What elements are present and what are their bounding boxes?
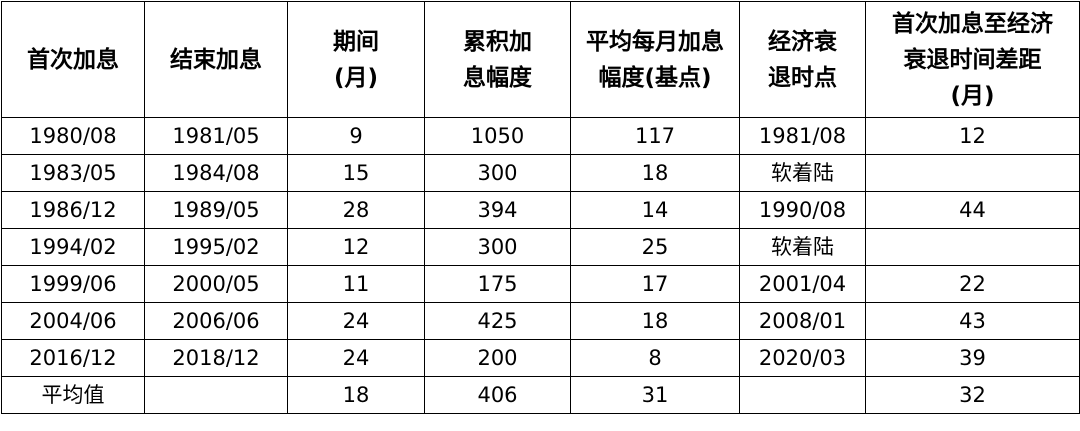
cell-recession-date: 软着陆 [739,228,866,266]
cell-first-hike: 1983/05 [1,154,145,192]
cell-cumulative-hike: 394 [424,191,571,229]
cell-period-months: 9 [287,117,425,155]
cell-end-hike: 1984/08 [144,154,288,192]
cell-end-hike: 2018/12 [144,339,288,377]
cell-recession-date: 2020/03 [739,339,866,377]
table-row: 1994/02 1995/02 12 300 25 软着陆 [1,228,1080,266]
cell-gap-to-recession: 22 [865,265,1080,303]
table-row: 1986/12 1989/05 28 394 14 1990/08 44 [1,191,1080,229]
cell-gap-to-recession: 32 [865,376,1080,414]
average-row: 平均值 18 406 31 32 [1,376,1080,414]
cell-first-hike: 1994/02 [1,228,145,266]
cell-cumulative-hike: 425 [424,302,571,340]
header-row: 首次加息 结束加息 期间 (月) 累积加 息幅度 平均每月加息 幅度(基点) 经… [1,1,1080,118]
cell-recession-date: 2008/01 [739,302,866,340]
cell-period-months: 18 [287,376,425,414]
cell-avg-monthly-hike: 8 [570,339,740,377]
cell-avg-monthly-hike: 25 [570,228,740,266]
cell-avg-monthly-hike: 31 [570,376,740,414]
cell-end-hike: 2006/06 [144,302,288,340]
header-gap-to-recession: 首次加息至经济 衰退时间差距 (月) [865,1,1080,118]
cell-end-hike [144,376,288,414]
rate-hike-table: 首次加息 结束加息 期间 (月) 累积加 息幅度 平均每月加息 幅度(基点) 经… [1,1,1080,414]
cell-avg-monthly-hike: 18 [570,154,740,192]
cell-first-hike: 1980/08 [1,117,145,155]
cell-period-months: 12 [287,228,425,266]
header-first-hike: 首次加息 [1,1,145,118]
header-recession-date: 经济衰 退时点 [739,1,866,118]
cell-first-hike: 1986/12 [1,191,145,229]
cell-gap-to-recession [865,154,1080,192]
table-row: 2004/06 2006/06 24 425 18 2008/01 43 [1,302,1080,340]
table-row: 2016/12 2018/12 24 200 8 2020/03 39 [1,339,1080,377]
header-cumulative-hike: 累积加 息幅度 [424,1,571,118]
cell-first-hike: 2004/06 [1,302,145,340]
cell-first-hike: 2016/12 [1,339,145,377]
cell-cumulative-hike: 406 [424,376,571,414]
cell-avg-monthly-hike: 14 [570,191,740,229]
cell-cumulative-hike: 200 [424,339,571,377]
cell-end-hike: 1995/02 [144,228,288,266]
cell-gap-to-recession: 12 [865,117,1080,155]
cell-cumulative-hike: 300 [424,228,571,266]
cell-gap-to-recession: 39 [865,339,1080,377]
cell-period-months: 15 [287,154,425,192]
header-end-hike: 结束加息 [144,1,288,118]
cell-recession-date: 1990/08 [739,191,866,229]
cell-average-label: 平均值 [1,376,145,414]
cell-period-months: 24 [287,339,425,377]
cell-gap-to-recession: 43 [865,302,1080,340]
cell-cumulative-hike: 1050 [424,117,571,155]
cell-recession-date: 2001/04 [739,265,866,303]
cell-recession-date: 1981/08 [739,117,866,155]
cell-period-months: 28 [287,191,425,229]
cell-period-months: 11 [287,265,425,303]
cell-gap-to-recession [865,228,1080,266]
cell-avg-monthly-hike: 17 [570,265,740,303]
cell-end-hike: 2000/05 [144,265,288,303]
cell-cumulative-hike: 175 [424,265,571,303]
cell-gap-to-recession: 44 [865,191,1080,229]
table-row: 1983/05 1984/08 15 300 18 软着陆 [1,154,1080,192]
cell-recession-date [739,376,866,414]
cell-recession-date: 软着陆 [739,154,866,192]
cell-avg-monthly-hike: 18 [570,302,740,340]
cell-first-hike: 1999/06 [1,265,145,303]
cell-end-hike: 1989/05 [144,191,288,229]
cell-cumulative-hike: 300 [424,154,571,192]
cell-period-months: 24 [287,302,425,340]
header-avg-monthly-hike: 平均每月加息 幅度(基点) [570,1,740,118]
cell-avg-monthly-hike: 117 [570,117,740,155]
header-period-months: 期间 (月) [287,1,425,118]
table-row: 1980/08 1981/05 9 1050 117 1981/08 12 [1,117,1080,155]
cell-end-hike: 1981/05 [144,117,288,155]
table-row: 1999/06 2000/05 11 175 17 2001/04 22 [1,265,1080,303]
